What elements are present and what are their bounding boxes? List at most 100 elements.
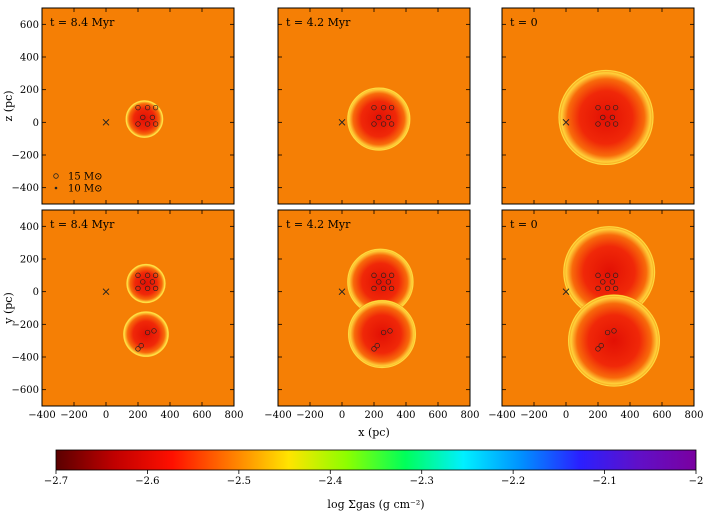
y-tick-label: −400 bbox=[12, 353, 39, 364]
panel-xy-3: t = 0 bbox=[501, 209, 695, 407]
star-15msun-marker bbox=[380, 121, 387, 127]
colorbar-tick-label: −2.2 bbox=[501, 476, 525, 487]
star-15msun-marker bbox=[388, 285, 395, 292]
star-15msun-marker bbox=[152, 272, 159, 278]
origin-cross-marker bbox=[102, 288, 110, 296]
star-15msun-marker bbox=[380, 329, 387, 336]
colorbar-bar bbox=[55, 449, 697, 471]
y-tick-label: 200 bbox=[20, 85, 39, 96]
x-tick-label: 400 bbox=[620, 410, 639, 421]
origin-cross-marker bbox=[562, 118, 570, 126]
colorbar-tick-label: −2.4 bbox=[318, 476, 342, 487]
star-15msun-marker bbox=[604, 329, 611, 336]
star-15msun-marker bbox=[612, 285, 619, 292]
star-15msun-marker bbox=[376, 114, 382, 121]
star-15msun-marker bbox=[135, 285, 141, 292]
colorbar-tick-label: −2 bbox=[689, 476, 704, 487]
x-tick-label: 400 bbox=[396, 410, 415, 421]
star-15msun-marker bbox=[371, 121, 377, 127]
panel-time-label: t = 8.4 Myr bbox=[50, 16, 115, 29]
star-15msun-marker bbox=[380, 104, 387, 111]
star-15msun-marker bbox=[135, 346, 141, 352]
colorbar-tick-label: −2.7 bbox=[44, 476, 68, 487]
origin-cross-marker bbox=[338, 288, 346, 296]
gas-bubble bbox=[558, 69, 654, 166]
x-tick-label: 600 bbox=[192, 410, 211, 421]
star-15msun-marker bbox=[140, 279, 146, 285]
y-tick-label: −400 bbox=[12, 183, 39, 194]
y-tick-label: 400 bbox=[20, 53, 39, 64]
x-tick-label: 800 bbox=[224, 410, 243, 421]
colorbar-label: log Σgas (g cm⁻²) bbox=[327, 498, 424, 511]
x-tick-label: 200 bbox=[588, 410, 607, 421]
star-15msun-marker bbox=[595, 104, 601, 111]
panel-xz-3: t = 0 bbox=[501, 7, 695, 205]
gas-bubble bbox=[126, 263, 166, 304]
x-tick-label: −200 bbox=[60, 410, 87, 421]
bubble-shell bbox=[347, 87, 411, 151]
star-15msun-marker bbox=[135, 272, 141, 278]
colorbar: −2.7 −2.6 −2.5 −2.4 −2.3 −2.2 −2.1 −2 log Σgas (… bbox=[44, 449, 704, 511]
star-15msun-marker bbox=[600, 279, 606, 285]
star-15msun-marker bbox=[152, 121, 159, 127]
star-15msun-marker bbox=[611, 328, 617, 334]
x-tick-label: 200 bbox=[364, 410, 383, 421]
star-15msun-marker bbox=[140, 114, 146, 121]
star-15msun-marker bbox=[144, 329, 151, 336]
panel-time-label: t = 0 bbox=[510, 16, 538, 29]
x-tick-label: −400 bbox=[264, 410, 291, 421]
y-tick-label: −200 bbox=[12, 151, 39, 162]
x-tick-label: 0 bbox=[103, 410, 109, 421]
y-tick-label: −600 bbox=[12, 385, 39, 396]
star-15msun-marker bbox=[371, 104, 377, 111]
bubble-shell bbox=[567, 294, 660, 387]
star-15msun-marker bbox=[595, 272, 601, 278]
bubble-shell bbox=[125, 100, 164, 138]
gas-bubble bbox=[562, 225, 656, 319]
x-tick-label: 0 bbox=[563, 410, 569, 421]
y-tick-label: 600 bbox=[20, 20, 39, 31]
star-15msun-marker bbox=[385, 279, 392, 285]
gas-bubble bbox=[567, 294, 661, 388]
panel-time-label: t = 8.4 Myr bbox=[50, 218, 115, 231]
x-tick-label: −400 bbox=[488, 410, 515, 421]
star-15msun-marker bbox=[604, 121, 611, 127]
star-15msun-marker bbox=[371, 272, 377, 278]
bubble-shell bbox=[126, 263, 166, 304]
x-axis-label: x (pc) bbox=[358, 426, 390, 439]
x-tick-label: −200 bbox=[520, 410, 547, 421]
star-15msun-marker bbox=[380, 285, 387, 292]
star-15msun-marker bbox=[604, 272, 611, 278]
star-15msun-marker bbox=[609, 114, 616, 121]
bubble-shell bbox=[348, 300, 417, 369]
star-15msun-marker bbox=[152, 285, 159, 292]
y-tick-label: 0 bbox=[33, 118, 39, 129]
colorbar-tick-label: −2.6 bbox=[135, 476, 159, 487]
colorbar-tick-label: −2.3 bbox=[410, 476, 434, 487]
star-15msun-marker bbox=[388, 121, 395, 127]
star-15msun-marker bbox=[376, 279, 382, 285]
x-tick-label: 800 bbox=[684, 410, 703, 421]
star-15msun-marker bbox=[388, 104, 395, 111]
legend-label-15msun: 15 M⊙ bbox=[68, 172, 103, 183]
star-15msun-marker bbox=[612, 104, 619, 111]
colorbar-tick-label: −2.1 bbox=[592, 476, 616, 487]
legend-label-10msun: 10 M⊙ bbox=[68, 184, 103, 195]
panel-background bbox=[42, 210, 234, 406]
panel-xz-2: t = 4.2 Myr bbox=[277, 7, 471, 205]
panel-time-label: t = 0 bbox=[510, 218, 538, 231]
star-15msun-marker bbox=[604, 104, 611, 111]
star-15msun-marker bbox=[388, 272, 395, 278]
panel-xz-1: t = 8.4 Myr 15 M⊙10 M⊙ bbox=[41, 7, 235, 205]
star-15msun-marker bbox=[144, 121, 151, 127]
x-tick-label: −400 bbox=[28, 410, 55, 421]
star-15msun-marker bbox=[144, 285, 151, 292]
origin-cross-marker bbox=[338, 118, 346, 126]
x-tick-label: 800 bbox=[460, 410, 479, 421]
star-15msun-marker bbox=[598, 342, 604, 349]
y-tick-label: −200 bbox=[12, 320, 39, 331]
x-tick-label: 600 bbox=[428, 410, 447, 421]
legend-dot-symbol bbox=[54, 186, 58, 190]
panel-xy-2: t = 4.2 Myr bbox=[277, 209, 471, 407]
